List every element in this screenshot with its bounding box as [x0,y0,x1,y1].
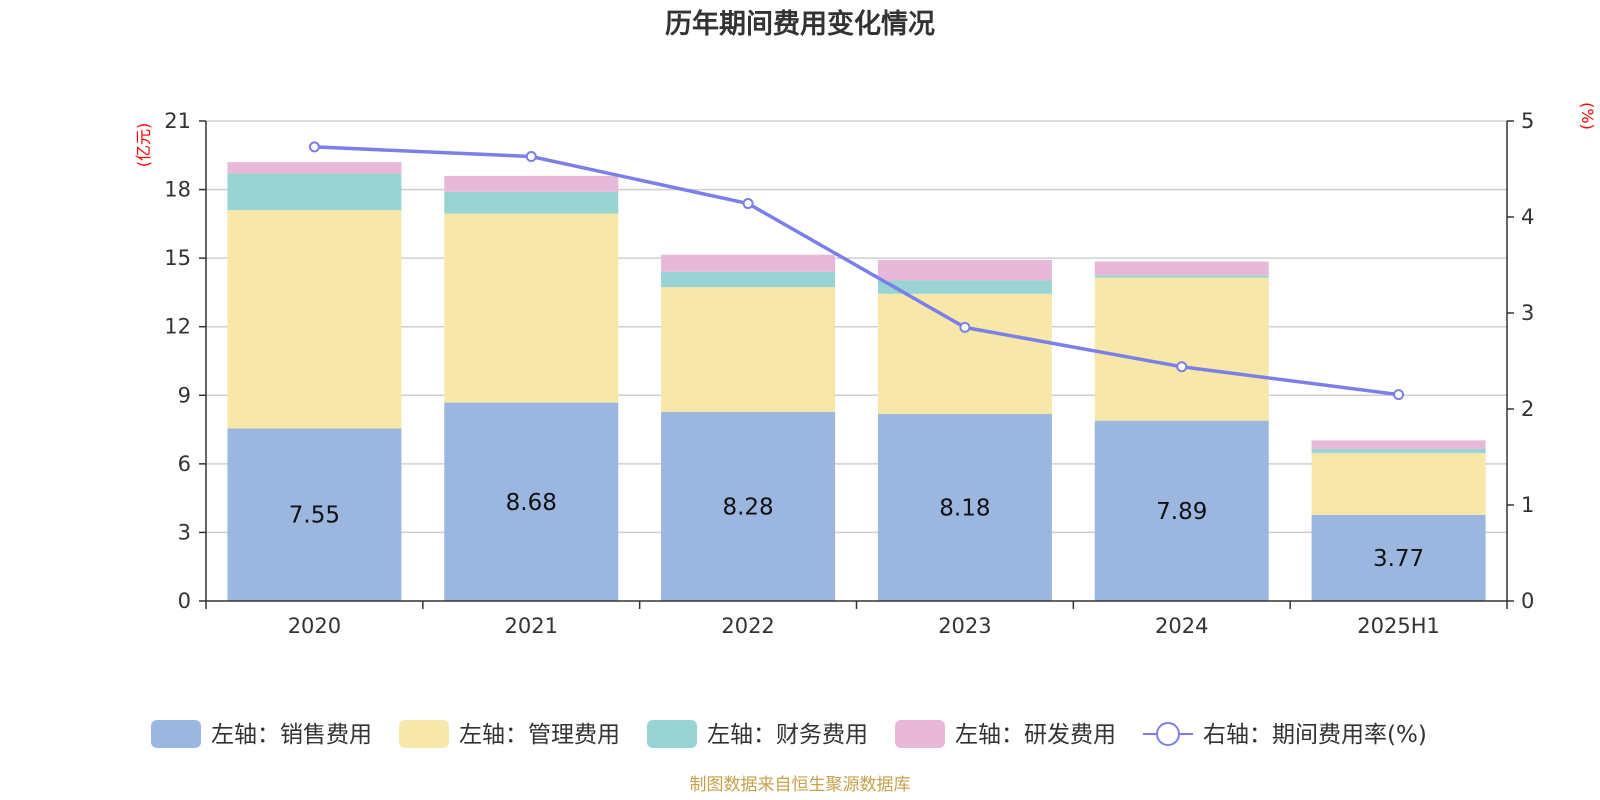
legend-swatch [151,720,201,748]
grid-lines [206,120,1507,534]
bar-segment [444,191,619,214]
legend-swatch [895,720,945,748]
bar-segment [1094,277,1269,421]
rate-point [959,321,971,333]
legend-swatch [399,720,449,748]
bar-segment [877,280,1052,294]
rate-line [314,145,1399,397]
left-axis-tick-label: 9 [178,383,191,407]
left-axis-unit: (亿元) [134,123,153,168]
left-axis-tick-label: 15 [164,246,191,270]
x-axis-tick-label: 2024 [1155,614,1208,638]
bar-segment [227,162,402,174]
chart-title: 历年期间费用变化情况 [665,8,935,40]
x-axis-tick-label: 2022 [721,614,774,638]
bar-segment [1094,420,1269,601]
bar-data-label: 3.77 [1373,546,1424,572]
bar-segment [877,293,1052,415]
bar-segment [877,259,1052,281]
source-note: 制图数据来自恒生聚源数据库 [690,775,911,795]
left-axis-tick-label: 3 [178,520,191,544]
bar-segment [661,411,836,601]
rate-point [308,141,320,153]
bar-segment [227,428,402,601]
rate-point [1393,389,1405,401]
rate-point [742,198,754,210]
bar-data-labels: 7.55 8.68 8.28 8.18 7.89 3.77 [289,490,1424,572]
right-axis-tick-label: 0 [1521,589,1534,613]
x-axis-tick-label: 2020 [288,614,341,638]
right-axis-tick-label: 2 [1521,397,1534,421]
bar-data-label: 8.68 [506,490,557,516]
bar-segment [1094,275,1269,278]
legend: 左轴：销售费用 左轴：管理费用 左轴：财务费用 左轴：研发费用 右轴：期间费用率(%) [151,720,1427,748]
left-axis-tick-label: 0 [178,589,191,613]
bar-segment [661,287,836,412]
bar-segment [877,414,1052,601]
rate-line-series [308,141,1405,401]
bar-series [227,162,1486,601]
legend-swatch [647,720,697,748]
bar-segment [661,254,836,272]
legend-label: 左轴：销售费用 [211,722,372,748]
legend-marker [1156,722,1180,746]
legend-label: 左轴：管理费用 [459,722,620,748]
bar-segment [444,402,619,601]
bar-segment [1311,449,1486,454]
right-axis-tick-label: 3 [1521,301,1534,325]
bar-segment [1311,514,1486,601]
bar-segment [444,175,619,192]
legend-label: 左轴：研发费用 [955,722,1116,748]
bar-data-label: 8.28 [722,494,773,520]
right-axis-unit: (%) [1578,102,1597,130]
rate-point [1176,361,1188,373]
right-axis-tick-label: 5 [1521,109,1534,133]
bar-data-label: 7.89 [1156,499,1207,525]
left-axis-tick-label: 12 [164,315,191,339]
x-axis-tick-label: 2023 [938,614,991,638]
bar-segment [444,213,619,403]
bar-segment [661,271,836,288]
bar-segment [1311,453,1486,515]
bar-segment [1311,440,1486,449]
bar-segment [227,210,402,429]
right-axis-tick-label: 4 [1521,205,1534,229]
bar-segment [1094,261,1269,276]
rate-point [525,151,537,163]
bar-segment [227,173,402,211]
left-axis-tick-label: 21 [164,109,191,133]
bar-data-label: 7.55 [289,503,340,529]
right-axis-tick-label: 1 [1521,493,1534,517]
legend-label: 左轴：财务费用 [707,722,868,748]
bar-data-label: 8.18 [939,496,990,522]
legend-label: 右轴：期间费用率(%) [1203,722,1427,748]
x-axis-tick-label: 2025H1 [1357,614,1440,638]
left-axis-tick-label: 18 [164,178,191,202]
x-axis-tick-label: 2021 [505,614,558,638]
left-axis-tick-label: 6 [178,452,191,476]
